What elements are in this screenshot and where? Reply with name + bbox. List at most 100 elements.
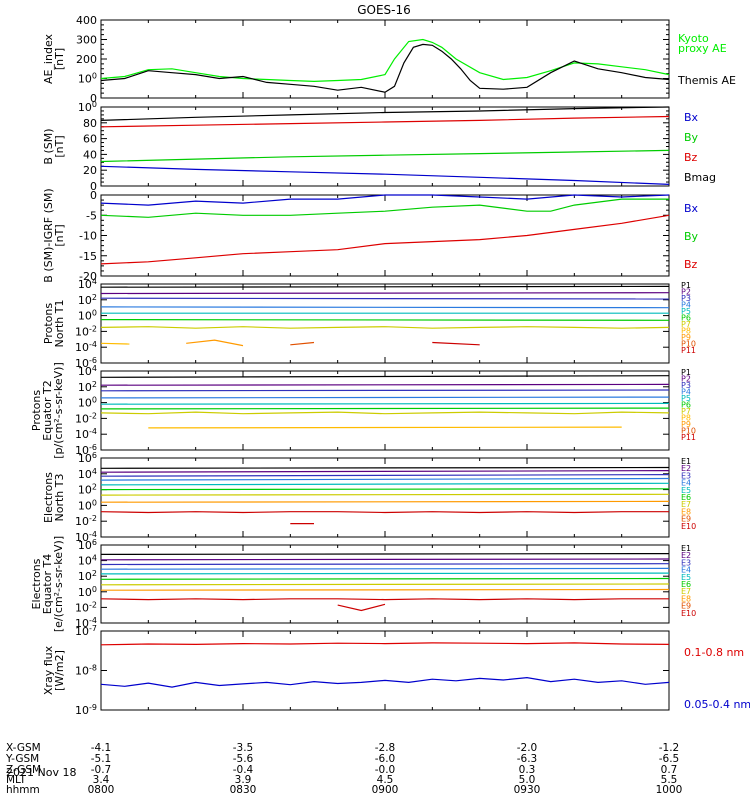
y-tick-label: -5: [86, 209, 97, 222]
time-axis-value: -2.0: [517, 742, 538, 754]
series-e1: [100, 552, 670, 556]
y-tick-label: 102: [78, 293, 97, 307]
legend-entry: P8: [681, 414, 691, 423]
legend-entry: E3: [681, 558, 691, 567]
y-axis-title: [nT]: [53, 135, 66, 157]
series-p8: [100, 342, 130, 345]
time-axis-value: 0800: [88, 784, 115, 796]
legend-entry: P5: [681, 307, 691, 316]
time-axis-row-label: hhmm: [6, 784, 40, 796]
y-axis-title: Xray flux: [42, 645, 55, 695]
y-tick-label: 10-4: [75, 530, 97, 544]
y-tick-label: 40: [83, 148, 97, 161]
y-tick-label: 0: [90, 189, 97, 202]
y-axis-title: [nT]: [53, 48, 66, 70]
y-tick-label: 10-4: [75, 340, 97, 354]
y-tick-label: 10-2: [75, 324, 97, 338]
legend-entry: E2: [681, 464, 691, 473]
y-tick-label: 20: [83, 164, 97, 177]
y-axis-title: Protons: [30, 390, 43, 431]
y-tick-label: 10-6: [75, 443, 97, 457]
series-bz: [100, 214, 670, 265]
time-axis-value: 4.5: [377, 774, 394, 786]
time-axis-value: -4.1: [91, 742, 112, 754]
y-axis-title: [e/(cm²-s-sr-keV)]: [52, 536, 65, 632]
y-tick-label: 0: [90, 92, 97, 105]
y-tick-label: 100: [78, 396, 97, 410]
time-axis-value: -0.4: [233, 764, 254, 776]
series-bx: [100, 194, 670, 206]
legend-entry: P9: [681, 333, 691, 342]
y-tick-label: 10-7: [75, 624, 97, 638]
y-axis-title: Equator T4: [41, 554, 54, 614]
time-axis-value: -2.8: [375, 742, 396, 754]
legend-entry: P7: [681, 320, 691, 329]
series-e7: [100, 493, 670, 496]
series-themis-ae: [100, 43, 670, 93]
time-axis-value: -6.0: [375, 753, 396, 765]
series-e6: [100, 488, 670, 491]
legend-entry: E4: [681, 566, 691, 575]
time-axis-row-label: Z-GSM: [6, 764, 41, 776]
legend-entry: E1: [681, 544, 691, 553]
legend-entry: E8: [681, 507, 691, 516]
y-axis-title: B (SM)-IGRF (SM): [42, 188, 55, 282]
legend-entry: P11: [681, 433, 696, 442]
time-axis-value: -0.0: [375, 764, 396, 776]
y-tick-label: 104: [78, 364, 97, 378]
y-tick-label: 10-9: [75, 703, 97, 717]
time-axis-value: -3.5: [233, 742, 254, 754]
y-tick-label: 104: [78, 467, 97, 481]
legend-entry: E7: [681, 500, 691, 509]
y-axis-title: B (SM): [42, 128, 55, 164]
legend-entry: Kyoto: [678, 32, 709, 45]
legend-entry: P4: [681, 388, 691, 397]
series-p10: [290, 341, 315, 346]
series-0-1-0-8-nm: [100, 642, 670, 646]
series-e7: [100, 583, 670, 586]
y-tick-label: 400: [76, 14, 97, 27]
legend-entry: P6: [681, 314, 691, 323]
time-axis-value: -1.2: [659, 742, 680, 754]
legend-entry: E6: [681, 493, 691, 502]
panel-b_sm: 0 20 40 60 80 100 B (SM)[nT] Bx By Bz Bmag: [42, 100, 716, 193]
y-axis-title: Electrons: [30, 558, 43, 609]
y-tick-label: 10-8: [75, 664, 97, 678]
y-axis-title: [nT]: [53, 224, 66, 246]
y-tick-label: 200: [76, 53, 97, 66]
time-axis-value: -5.6: [233, 753, 254, 765]
y-tick-label: 10-2: [75, 514, 97, 528]
series-e2: [100, 558, 670, 561]
series-e3: [100, 563, 670, 566]
series-p1: [100, 375, 670, 378]
legend-entry: E3: [681, 471, 691, 480]
legend-entry: Bz: [684, 258, 698, 271]
legend-entry: E4: [681, 479, 691, 488]
panel-b_igrf: -20 -15 -10 -5 0 B (SM)-IGRF (SM)[nT] Bx By Bz: [42, 188, 699, 283]
time-axis-value: -6.3: [517, 753, 538, 765]
time-axis-value: 3.9: [235, 774, 252, 786]
panel-frame: [100, 283, 670, 364]
series-e3: [100, 474, 670, 477]
time-axis-value: 5.0: [519, 774, 536, 786]
legend-entry: By: [684, 131, 699, 144]
legend-entry: P8: [681, 327, 691, 336]
series-p1: [100, 285, 670, 288]
series-e5: [100, 482, 670, 486]
series-e2: [100, 470, 670, 473]
y-axis-title: AE_index: [42, 33, 55, 84]
y-tick-label: 10-2: [75, 411, 97, 425]
y-tick-label: 100: [78, 100, 97, 114]
y-tick-label: -10: [79, 230, 97, 243]
time-axis-value: 0.3: [519, 764, 536, 776]
series-0-05-0-4-nm: [100, 676, 670, 688]
legend-entry: Bx: [684, 111, 699, 124]
y-tick-label: 10-4: [75, 427, 97, 441]
legend-entry: Bmag: [684, 171, 716, 184]
legend-entry: P7: [681, 407, 691, 416]
legend-entry: P10: [681, 340, 696, 349]
